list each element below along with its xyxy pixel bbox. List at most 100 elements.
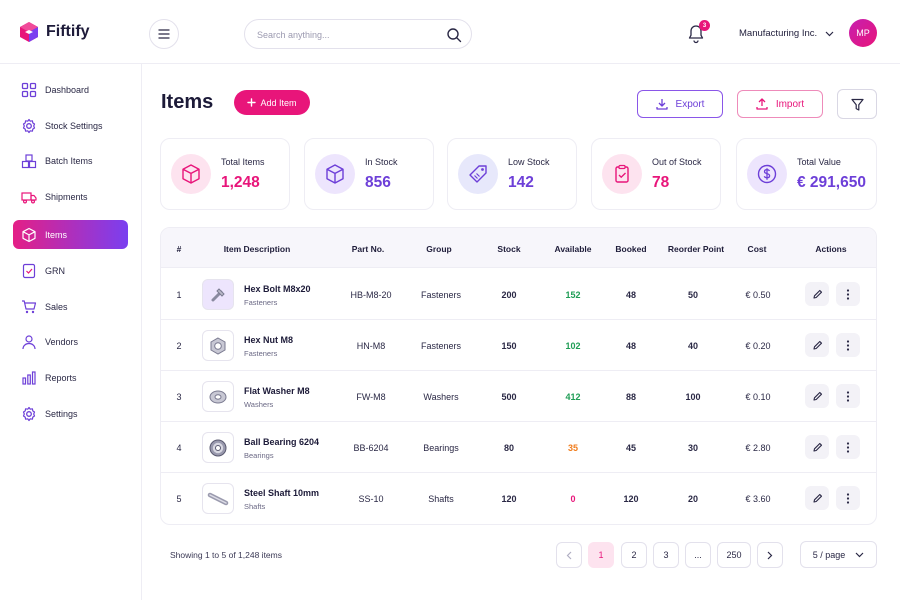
- add-item-label: Add Item: [260, 97, 297, 108]
- cube-icon: [22, 227, 36, 242]
- filter-icon: [850, 98, 864, 111]
- menu-toggle-button[interactable]: [149, 19, 179, 49]
- more-button[interactable]: [836, 384, 860, 408]
- stat-value: € 291,650: [797, 174, 866, 191]
- chevron-left-icon: [566, 551, 572, 559]
- search-icon[interactable]: [446, 27, 462, 43]
- export-label: Export: [675, 98, 705, 110]
- stat-label: Total Items: [221, 157, 265, 167]
- table-row[interactable]: 2 Hex Nut M8 Fasteners HN-M8 Fasteners 1…: [161, 320, 876, 371]
- part-number: HB-M8-20: [350, 290, 392, 300]
- page-button[interactable]: 250: [717, 542, 751, 568]
- item-name[interactable]: Flat Washer M8: [244, 386, 310, 396]
- group: Bearings: [423, 443, 459, 453]
- booked: 48: [625, 341, 637, 351]
- cost: € 0.20: [745, 341, 771, 351]
- logo[interactable]: Fiftify: [20, 22, 90, 42]
- column-header: Cost: [747, 244, 767, 254]
- group: Washers: [423, 392, 459, 402]
- column-header: Available: [554, 244, 592, 254]
- cost: € 0.50: [745, 290, 771, 300]
- dollar-icon: [747, 154, 787, 194]
- bar-chart-icon: [22, 370, 36, 385]
- page-button[interactable]: 3: [653, 542, 679, 568]
- page-button[interactable]: 2: [621, 542, 647, 568]
- available: 102: [565, 341, 581, 351]
- sidebar-item-stock-settings[interactable]: Stock Settings: [13, 111, 128, 140]
- receipt-icon: [22, 263, 36, 278]
- stock: 120: [501, 494, 517, 504]
- stat-value: 856: [365, 174, 391, 191]
- edit-button[interactable]: [805, 282, 829, 306]
- item-name[interactable]: Steel Shaft 10mm: [244, 488, 320, 498]
- more-vertical-icon: [846, 390, 850, 402]
- cost: € 2.80: [745, 443, 771, 453]
- sidebar: Dashboard Stock Settings Batch Items Shi…: [0, 64, 142, 600]
- more-button[interactable]: [836, 486, 860, 510]
- chevron-right-icon: [767, 551, 773, 559]
- item-name[interactable]: Ball Bearing 6204: [244, 437, 320, 447]
- filter-button[interactable]: [837, 89, 877, 119]
- sidebar-item-label: Settings: [45, 408, 78, 419]
- search-input[interactable]: [257, 26, 437, 44]
- import-button[interactable]: Import: [737, 90, 823, 118]
- more-button[interactable]: [836, 435, 860, 459]
- booked: 48: [625, 290, 637, 300]
- item-group: Fasteners: [244, 349, 278, 358]
- column-header: Booked: [615, 244, 647, 254]
- avatar[interactable]: MP: [849, 19, 877, 47]
- table-row[interactable]: 4 Ball Bearing 6204 Bearings BB-6204 Bea…: [161, 422, 876, 473]
- pencil-icon: [812, 493, 822, 503]
- edit-button[interactable]: [805, 435, 829, 459]
- row-number: 5: [176, 494, 182, 504]
- more-button[interactable]: [836, 333, 860, 357]
- sidebar-item-label: GRN: [45, 265, 65, 276]
- more-button[interactable]: [836, 282, 860, 306]
- export-button[interactable]: Export: [637, 90, 723, 118]
- sidebar-item-vendors[interactable]: Vendors: [13, 327, 128, 356]
- table-row[interactable]: 3 Flat Washer M8 Washers FW-M8 Washers 5…: [161, 371, 876, 422]
- per-page-select[interactable]: 5 / page: [800, 541, 877, 568]
- table-row[interactable]: 1 Hex Bolt M8x20 Fasteners HB-M8-20 Fast…: [161, 269, 876, 320]
- stat-label: Out of Stock: [652, 157, 702, 167]
- org-switcher[interactable]: Manufacturing Inc.: [739, 28, 834, 39]
- item-group: Bearings: [244, 451, 274, 460]
- sidebar-item-reports[interactable]: Reports: [13, 363, 128, 392]
- add-item-button[interactable]: Add Item: [234, 90, 310, 115]
- next-page-button[interactable]: [757, 542, 783, 568]
- reorder-point: 20: [687, 494, 699, 504]
- edit-button[interactable]: [805, 384, 829, 408]
- table-row[interactable]: 5 Steel Shaft 10mm Shafts SS-10 Shafts 1…: [161, 473, 876, 524]
- chevron-down-icon: [825, 31, 834, 36]
- edit-button[interactable]: [805, 486, 829, 510]
- sidebar-item-settings[interactable]: Settings: [13, 399, 128, 428]
- stat-card-total-value: Total Value € 291,650: [736, 138, 877, 210]
- sidebar-item-sales[interactable]: Sales: [13, 292, 128, 321]
- top-bar: Fiftify 3 Manufacturing Inc. MP: [0, 0, 900, 64]
- sidebar-item-batch-items[interactable]: Batch Items: [13, 146, 128, 175]
- sidebar-item-shipments[interactable]: Shipments: [13, 182, 128, 211]
- sidebar-item-dashboard[interactable]: Dashboard: [13, 75, 128, 104]
- item-name[interactable]: Hex Nut M8: [244, 335, 294, 345]
- reorder-point: 50: [687, 290, 699, 300]
- part-number: HN-M8: [356, 341, 386, 351]
- item-group: Shafts: [244, 502, 266, 511]
- clipboard-icon: [602, 154, 642, 194]
- prev-page-button[interactable]: [556, 542, 582, 568]
- edit-button[interactable]: [805, 333, 829, 357]
- page-ellipsis: ...: [685, 542, 711, 568]
- column-header: Actions: [815, 244, 847, 254]
- row-number: 4: [176, 443, 182, 453]
- sidebar-item-items[interactable]: Items: [13, 220, 128, 249]
- app-name: Fiftify: [46, 23, 90, 40]
- sidebar-item-label: Stock Settings: [45, 120, 103, 131]
- row-number: 2: [176, 341, 182, 351]
- group: Fasteners: [420, 341, 462, 351]
- item-name[interactable]: Hex Bolt M8x20: [244, 284, 311, 294]
- item-group: Fasteners: [244, 298, 278, 307]
- pencil-icon: [812, 289, 822, 299]
- sidebar-item-grn[interactable]: GRN: [13, 256, 128, 285]
- column-header: Stock: [497, 244, 521, 254]
- stat-card-low-stock: Low Stock 142: [447, 138, 577, 210]
- page-button[interactable]: 1: [588, 542, 614, 568]
